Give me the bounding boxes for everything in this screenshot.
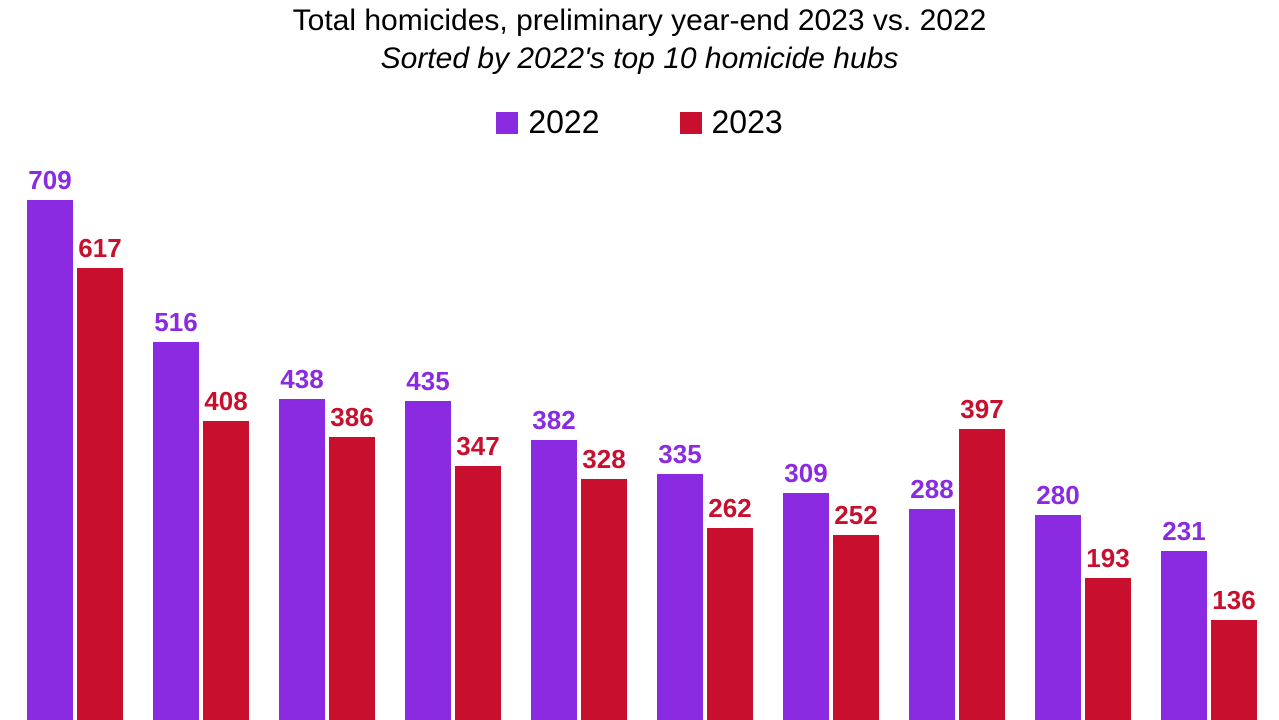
bar-group: 231 136 [1161, 170, 1257, 720]
bar-v2022 [27, 200, 73, 720]
bar-group: 288 397 [909, 170, 1005, 720]
bar-v2022 [657, 474, 703, 720]
bar-v2023 [833, 535, 879, 720]
bar-group: 382328 [531, 170, 627, 720]
bar-v2022 [909, 509, 955, 720]
bar-v2023 [959, 429, 1005, 720]
data-label-v2022: 335 [658, 439, 701, 470]
data-label-v2022: 516 [154, 307, 197, 338]
legend-item: 2023 [680, 104, 783, 141]
bar-v2022 [405, 401, 451, 720]
data-label-v2023: 193 [1086, 543, 1129, 574]
data-label-v2022: 382 [532, 405, 575, 436]
chart-container: Total homicides, preliminary year-end 20… [0, 0, 1279, 720]
bar-v2022 [1161, 551, 1207, 720]
bar-group: 438386 [279, 170, 375, 720]
data-label-v2023: 397 [960, 394, 1003, 425]
legend-label: 2022 [528, 104, 599, 141]
bar-v2023 [455, 466, 501, 720]
data-label-v2022: 309 [784, 458, 827, 489]
bar-v2022 [783, 493, 829, 720]
bar-v2022 [1035, 515, 1081, 720]
bar-v2023 [77, 268, 123, 720]
bar-v2023 [1211, 620, 1257, 720]
data-label-v2023: 136 [1212, 585, 1255, 616]
legend: 2022 2023 [0, 104, 1279, 141]
legend-swatch [680, 112, 702, 134]
legend-label: 2023 [712, 104, 783, 141]
bar-v2022 [153, 342, 199, 720]
legend-item: 2022 [496, 104, 599, 141]
chart-subtitle: Sorted by 2022's top 10 homicide hubs [0, 42, 1279, 76]
data-label-v2022: 288 [910, 474, 953, 505]
chart-title: Total homicides, preliminary year-end 20… [0, 4, 1279, 38]
data-label-v2023: 408 [204, 386, 247, 417]
data-label-v2022: 231 [1162, 516, 1205, 547]
data-label-v2022: 438 [280, 364, 323, 395]
data-label-v2023: 262 [708, 493, 751, 524]
bar-v2023 [707, 528, 753, 720]
bar-group: 309252 [783, 170, 879, 720]
data-label-v2023: 617 [78, 233, 121, 264]
data-label-v2022: 280 [1036, 480, 1079, 511]
bar-v2023 [1085, 578, 1131, 720]
data-label-v2023: 386 [330, 402, 373, 433]
data-label-v2023: 328 [582, 444, 625, 475]
bar-v2023 [203, 421, 249, 720]
data-label-v2023: 347 [456, 431, 499, 462]
plot-area: 7096175164084383864353473823283352623092… [20, 170, 1264, 720]
bar-group: 435 347 [405, 170, 501, 720]
legend-swatch [496, 112, 518, 134]
data-label-v2022: 435 [406, 366, 449, 397]
data-label-v2022: 709 [28, 165, 71, 196]
bar-v2022 [279, 399, 325, 720]
bar-v2022 [531, 440, 577, 720]
bar-v2023 [581, 479, 627, 720]
bar-group: 280 193 [1035, 170, 1131, 720]
bar-group: 709617 [27, 170, 123, 720]
data-label-v2023: 252 [834, 500, 877, 531]
bar-group: 516 408 [153, 170, 249, 720]
bar-v2023 [329, 437, 375, 720]
bar-group: 335262 [657, 170, 753, 720]
